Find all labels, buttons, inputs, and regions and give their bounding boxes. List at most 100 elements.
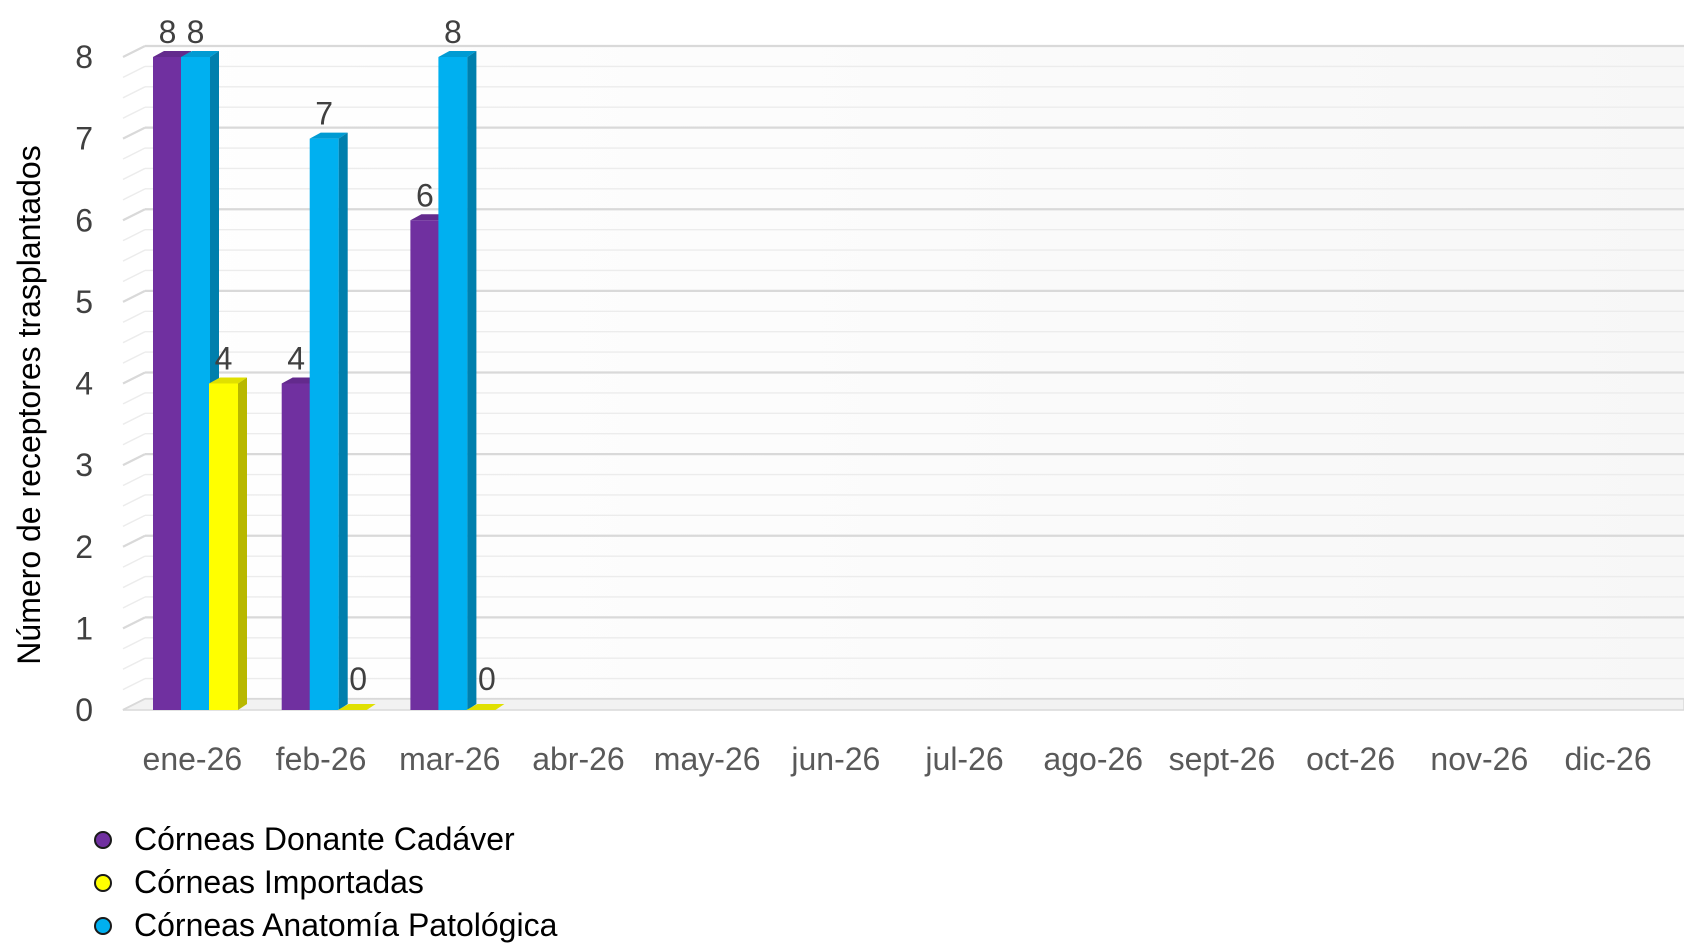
side-gridline-minor: [122, 433, 146, 446]
y-tick-label: 1: [75, 610, 93, 646]
chart-bars: [153, 50, 505, 710]
x-tick-label: may-26: [654, 741, 761, 777]
data-label: 8: [187, 14, 205, 50]
side-gridline-minor: [122, 596, 146, 609]
side-gridline-major: [122, 371, 146, 385]
x-tick-label: jul-26: [924, 741, 1003, 777]
x-tick-label: feb-26: [276, 741, 367, 777]
data-label: 4: [287, 341, 305, 377]
bar-top: [181, 50, 219, 57]
side-gridline-major: [122, 208, 146, 222]
bar-top: [466, 703, 505, 710]
side-gridline-minor: [122, 188, 146, 201]
bar: [309, 132, 348, 710]
x-tick-label: oct-26: [1306, 741, 1395, 777]
bar-front: [309, 138, 339, 710]
x-tick-label: abr-26: [532, 741, 625, 777]
bar-front: [410, 220, 440, 710]
x-tick-label: mar-26: [399, 741, 500, 777]
side-gridline-major: [122, 534, 146, 548]
side-gridline-minor: [122, 269, 146, 283]
side-gridline-minor: [122, 657, 146, 670]
legend-label: Córneas Anatomía Patológica: [134, 907, 558, 943]
bar: [209, 377, 247, 710]
side-gridline-minor: [122, 249, 146, 262]
y-tick-label: 8: [75, 39, 93, 75]
side-gridline-minor: [122, 310, 146, 323]
y-tick-label: 0: [75, 692, 93, 728]
bar: [466, 703, 505, 710]
y-tick-label: 7: [75, 121, 93, 157]
side-gridline-minor: [122, 147, 146, 160]
side-gridline-minor: [122, 637, 146, 650]
legend-item: Córneas Donante Cadáver: [94, 818, 557, 861]
side-gridline-minor: [122, 555, 146, 568]
data-label: 8: [159, 14, 177, 50]
legend-item: Córneas Anatomía Patológica: [94, 904, 557, 947]
data-label: 6: [416, 177, 434, 213]
chart-floor: [122, 698, 1684, 711]
side-gridline-minor: [122, 65, 146, 79]
side-gridline-minor: [122, 229, 146, 242]
side-gridline-minor: [122, 575, 146, 589]
data-label: 7: [315, 96, 333, 132]
bar-side: [467, 50, 477, 710]
x-tick-label: dic-26: [1564, 741, 1651, 777]
x-tick-label: sept-26: [1169, 741, 1276, 777]
legend-marker-icon: [94, 830, 112, 849]
x-tick-label: jun-26: [790, 741, 880, 777]
bar-front: [438, 57, 468, 710]
legend-marker-icon: [94, 916, 112, 935]
chart-grid: [122, 44, 1684, 711]
side-gridline-minor: [122, 106, 146, 119]
side-gridline-minor: [122, 514, 146, 527]
side-gridline-minor: [122, 331, 146, 344]
x-tick-label: ene-26: [143, 741, 243, 777]
bar-side: [338, 132, 348, 710]
bar-front: [281, 383, 311, 710]
y-axis-label: Número de receptores trasplantados: [11, 145, 47, 664]
bar-top: [337, 703, 376, 710]
bar-front: [181, 57, 210, 710]
x-tick-label: ago-26: [1043, 741, 1143, 777]
legend-item: Córneas Importadas: [94, 861, 557, 904]
data-label: 0: [349, 661, 367, 697]
side-gridline-minor: [122, 86, 146, 99]
y-axis: 0 1 2 3 4 5 6 7 8: [75, 39, 93, 728]
side-gridline-minor: [122, 494, 146, 507]
bar-front: [153, 57, 182, 710]
data-label: 8: [444, 14, 462, 50]
legend-label: Córneas Importadas: [134, 864, 424, 900]
side-gridline-minor: [122, 412, 146, 425]
x-axis: ene-26 feb-26 mar-26 abr-26 may-26 jun-26 jul-…: [143, 741, 1652, 777]
legend-label: Córneas Donante Cadáver: [134, 821, 515, 857]
bar-top: [309, 132, 348, 139]
side-gridline-major: [122, 616, 146, 630]
data-labels: 8 4 6 8 7 8 4 0 0: [159, 14, 496, 697]
side-gridline-major: [122, 45, 146, 58]
side-gridline-minor: [122, 392, 146, 405]
bar: [438, 50, 477, 710]
y-tick-label: 5: [75, 284, 93, 320]
y-tick-label: 2: [75, 529, 93, 565]
bar-top: [153, 50, 191, 57]
side-gridline-major: [122, 289, 146, 303]
side-gridline-major: [122, 126, 146, 140]
side-gridline-minor: [122, 167, 146, 181]
side-gridline-minor: [122, 677, 146, 691]
y-tick-label: 3: [75, 447, 93, 483]
data-label: 0: [478, 661, 496, 697]
bar-side: [238, 377, 247, 710]
bar-front: [209, 383, 238, 710]
bar: [337, 703, 376, 710]
y-tick-label: 6: [75, 202, 93, 238]
legend-marker-icon: [94, 873, 112, 892]
x-tick-label: nov-26: [1430, 741, 1528, 777]
legend: Córneas Donante Cadáver Córneas Importada…: [94, 818, 557, 947]
data-label: 4: [215, 341, 233, 377]
bar-top: [438, 50, 477, 57]
side-gridline-major: [122, 453, 146, 467]
y-tick-label: 4: [75, 366, 93, 402]
bar-top: [209, 377, 247, 384]
